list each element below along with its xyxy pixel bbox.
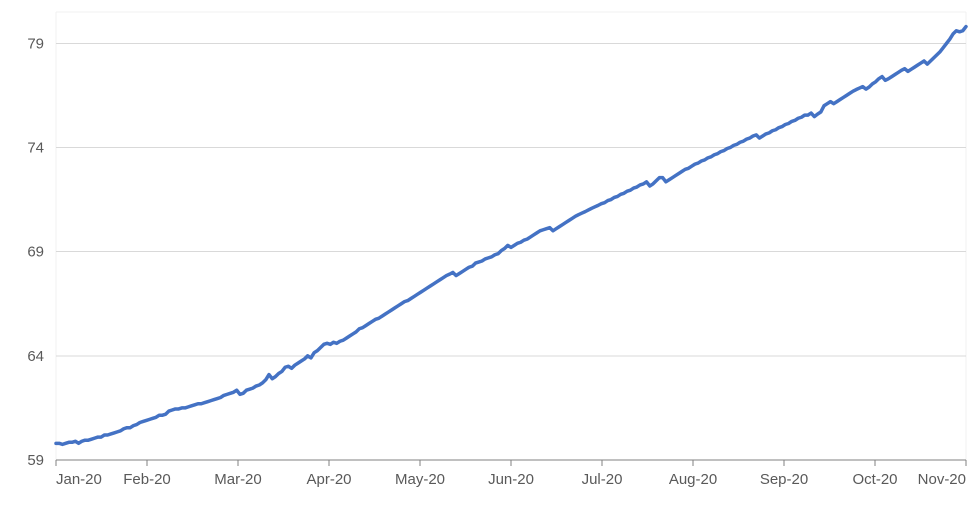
x-tick-label: Oct-20 [852, 471, 897, 488]
y-tick-label: 74 [27, 139, 44, 156]
x-tick-label: Jan-20 [56, 471, 102, 488]
x-tick-label: Sep-20 [760, 471, 808, 488]
line-chart: 59 64 69 74 79 Jan-20 Feb-20 Mar-20 Apr-20 May-20… [0, 0, 980, 509]
y-tick-label: 79 [27, 35, 44, 52]
x-tick-label: Jun-20 [488, 471, 534, 488]
x-tick-label: Apr-20 [306, 471, 351, 488]
x-tick-label: Aug-20 [669, 471, 717, 488]
y-tick-label: 59 [27, 452, 44, 469]
x-tick-label: Feb-20 [123, 471, 171, 488]
y-tick-label: 69 [27, 244, 44, 261]
y-tick-label: 64 [27, 348, 44, 365]
x-tick-label: Mar-20 [214, 471, 262, 488]
x-tick-label: Nov-20 [918, 471, 966, 488]
chart-canvas: 59 64 69 74 79 Jan-20 Feb-20 Mar-20 Apr-20 May-20… [0, 0, 980, 509]
x-tick-label: May-20 [395, 471, 445, 488]
x-tick-label: Jul-20 [582, 471, 623, 488]
